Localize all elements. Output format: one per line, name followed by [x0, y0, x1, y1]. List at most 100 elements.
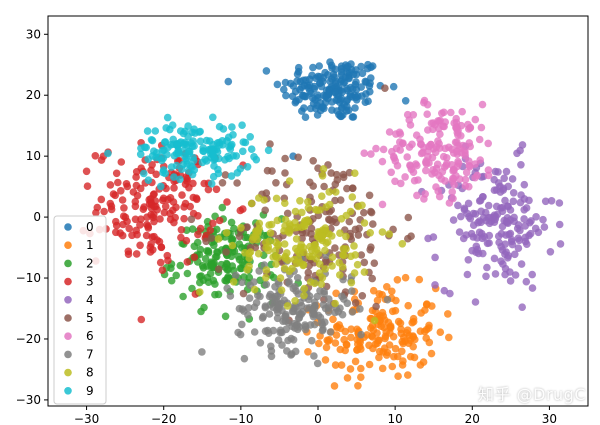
- point-series-6: [423, 110, 432, 118]
- point-series-7: [274, 336, 283, 344]
- point-series-1: [384, 318, 393, 327]
- point-series-8: [243, 266, 251, 274]
- point-series-4: [532, 213, 540, 221]
- point-series-2: [193, 238, 202, 247]
- point-series-4: [455, 228, 464, 236]
- point-series-7: [308, 336, 316, 345]
- point-series-7: [301, 323, 310, 331]
- point-series-6: [385, 128, 394, 136]
- point-series-8: [331, 299, 339, 308]
- point-series-8: [304, 204, 313, 212]
- point-series-5: [404, 213, 413, 222]
- point-series-4: [494, 232, 503, 240]
- point-series-8: [281, 215, 290, 224]
- point-series-1: [401, 273, 410, 282]
- point-series-8: [351, 169, 359, 177]
- point-series-4: [517, 161, 525, 169]
- y-tick-label: −20: [16, 332, 41, 346]
- point-series-2: [183, 269, 192, 278]
- point-series-4: [497, 204, 505, 212]
- point-series-2: [172, 271, 180, 280]
- point-series-1: [375, 353, 383, 362]
- point-series-9: [104, 149, 112, 158]
- point-series-3: [118, 196, 127, 204]
- point-series-9: [196, 137, 205, 146]
- point-series-5: [298, 234, 306, 243]
- point-series-3: [170, 218, 178, 227]
- point-series-9: [144, 155, 152, 163]
- point-series-9: [180, 140, 188, 148]
- point-series-9: [159, 168, 167, 177]
- point-series-5: [360, 208, 368, 217]
- point-series-6: [413, 191, 421, 200]
- point-series-0: [293, 70, 302, 79]
- point-series-7: [326, 328, 335, 336]
- point-series-3: [156, 215, 164, 223]
- point-series-4: [515, 236, 524, 245]
- point-series-1: [409, 314, 418, 323]
- point-series-7: [226, 292, 235, 300]
- point-series-1: [321, 356, 330, 364]
- point-series-5: [304, 268, 313, 277]
- point-series-0: [333, 107, 341, 115]
- point-series-6: [427, 119, 436, 128]
- point-series-6: [484, 139, 493, 148]
- legend-label-2: 2: [86, 256, 94, 270]
- point-series-4: [498, 246, 507, 254]
- point-series-0: [299, 76, 308, 85]
- point-series-7: [356, 305, 364, 313]
- point-series-6: [398, 139, 407, 148]
- point-series-1: [436, 328, 445, 337]
- point-series-7: [285, 279, 293, 288]
- watermark: 知乎 @DrugC: [478, 385, 586, 404]
- point-series-7: [274, 308, 282, 317]
- point-series-1: [422, 334, 431, 342]
- point-series-4: [500, 216, 509, 225]
- point-series-0: [294, 63, 303, 72]
- point-series-5: [272, 179, 280, 187]
- point-series-3: [183, 174, 192, 183]
- point-series-9: [157, 182, 165, 191]
- point-series-3: [156, 258, 165, 267]
- point-series-9: [158, 146, 167, 155]
- point-series-4: [541, 197, 550, 206]
- point-series-2: [227, 218, 236, 227]
- point-series-6: [465, 161, 474, 170]
- point-series-0: [338, 88, 347, 96]
- point-series-7: [250, 328, 259, 336]
- point-series-0: [367, 63, 375, 72]
- point-series-6: [471, 115, 480, 124]
- series-8: [196, 165, 407, 325]
- point-series-3: [148, 161, 156, 169]
- point-series-1: [391, 306, 400, 315]
- x-tick-label: 0: [314, 412, 322, 425]
- point-series-9: [246, 133, 254, 141]
- point-series-4: [454, 201, 462, 210]
- point-series-0: [352, 96, 361, 104]
- point-series-7: [245, 294, 254, 303]
- point-series-8: [308, 246, 316, 254]
- point-series-2: [196, 245, 205, 254]
- point-series-6: [367, 150, 375, 158]
- point-series-0: [341, 61, 350, 69]
- point-series-9: [227, 172, 236, 180]
- point-series-0: [357, 62, 365, 71]
- y-axis: −30 −20 −10 0 10 20 30: [16, 27, 48, 407]
- point-series-1: [373, 296, 382, 305]
- point-series-1: [347, 333, 355, 342]
- point-series-5: [331, 196, 339, 205]
- point-series-6: [425, 142, 433, 151]
- point-series-9: [236, 164, 245, 173]
- point-series-4: [463, 270, 472, 279]
- point-series-4: [518, 141, 527, 149]
- point-series-8: [304, 198, 312, 206]
- point-series-4: [472, 248, 480, 256]
- point-series-1: [398, 337, 407, 346]
- point-series-8: [272, 260, 280, 268]
- point-series-9: [228, 140, 236, 149]
- point-series-9: [214, 169, 223, 178]
- point-series-7: [348, 308, 357, 316]
- point-series-1: [409, 342, 418, 351]
- point-series-1: [375, 290, 384, 298]
- point-series-9: [140, 169, 148, 178]
